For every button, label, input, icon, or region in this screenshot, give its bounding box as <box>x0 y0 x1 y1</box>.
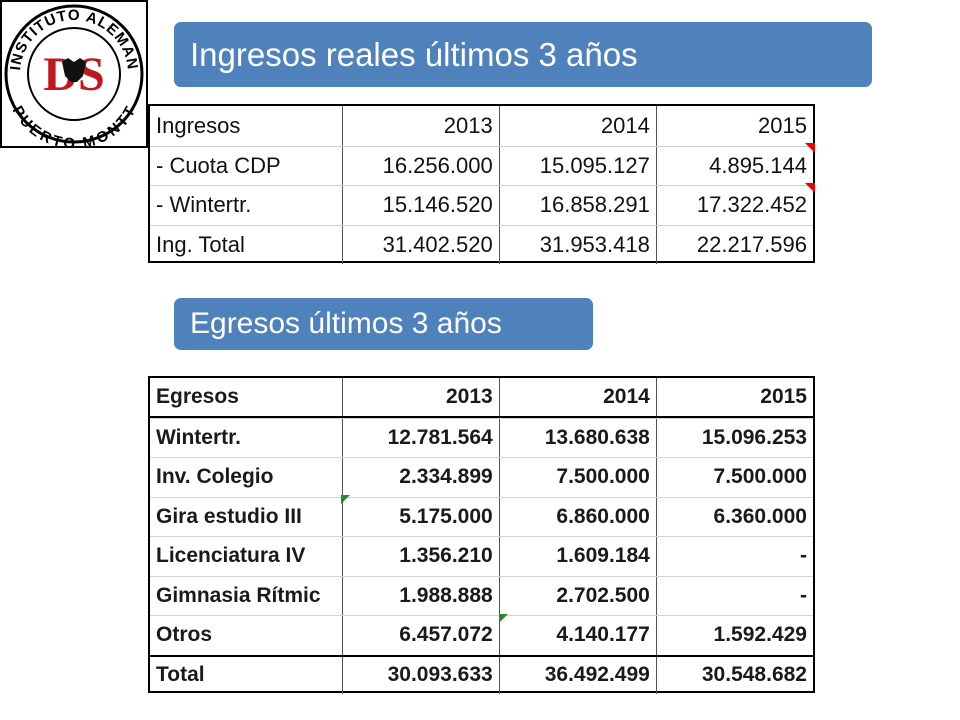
value-cell: - <box>655 537 813 576</box>
label-cell: - Cuota CDP <box>156 152 281 178</box>
comment-marker <box>499 614 508 623</box>
expense-title: Egresos últimos 3 años <box>174 298 593 350</box>
value-cell: 4.895.144 <box>655 146 813 185</box>
label-cell: Ingresos <box>156 112 241 138</box>
value-cell: 36.492.499 <box>498 656 656 694</box>
value-cell: 2.702.500 <box>498 576 656 615</box>
label-cell: Ing. Total <box>156 231 245 257</box>
value-cell: 2013 <box>341 378 499 416</box>
value-cell: 1.356.210 <box>341 537 499 576</box>
label-cell: Egresos <box>156 384 239 408</box>
value-cell: 17.322.452 <box>655 186 813 225</box>
value-cell: 12.781.564 <box>341 418 499 457</box>
logo: INSTITUTO ALEMAN PUERTO MONTT DS <box>0 0 148 148</box>
value-cell: 15.096.253 <box>655 418 813 457</box>
value-cell: 22.217.596 <box>655 225 813 264</box>
value-cell: 5.175.000 <box>341 497 499 536</box>
table-row: Total 30.093.633 36.492.499 30.548.682 <box>150 654 813 694</box>
label-cell: Total <box>156 663 205 687</box>
income-table: Ingresos 2013 2014 2015 - Cuota CDP 16.256.00… <box>148 104 815 264</box>
table-row: Ing. Total 31.402.520 31.953.418 22.217.596 <box>150 224 813 264</box>
value-cell: 13.680.638 <box>498 418 656 457</box>
value-cell: 31.953.418 <box>498 225 656 264</box>
table-row: - Wintertr. 15.146.520 16.858.291 17.322.45… <box>150 185 813 225</box>
value-cell: 30.093.633 <box>341 656 499 694</box>
label-cell: Licenciatura IV <box>156 544 306 568</box>
value-cell: 4.140.177 <box>498 616 656 655</box>
comment-marker <box>805 143 815 153</box>
label-cell: Otros <box>156 623 213 647</box>
value-cell: 1.988.888 <box>341 576 499 615</box>
comment-marker <box>341 495 350 504</box>
value-cell: 1.609.184 <box>498 537 656 576</box>
value-cell: 2014 <box>498 106 656 146</box>
value-cell: 2015 <box>655 378 813 416</box>
table-row: Wintertr. 12.781.564 13.680.638 15.096.253 <box>150 417 813 457</box>
table-row: Ingresos 2013 2014 2015 <box>150 106 813 146</box>
label-cell: Wintertr. <box>156 425 241 449</box>
expense-table: Egresos 2013 2014 2015 Wintertr. 12.781.564 13… <box>148 376 815 694</box>
value-cell: 2013 <box>341 106 499 146</box>
label-cell: - Wintertr. <box>156 192 252 218</box>
value-cell: 31.402.520 <box>341 225 499 264</box>
value-cell: 15.146.520 <box>341 186 499 225</box>
table-row: Gimnasia Rítmic 1.988.888 2.702.500- <box>150 575 813 615</box>
value-cell: 16.858.291 <box>498 186 656 225</box>
table-row: Inv. Colegio 2.334.899 7.500.000 7.500.000 <box>150 457 813 497</box>
table-row: Egresos 2013 2014 2015 <box>150 378 813 418</box>
value-cell: 30.548.682 <box>655 656 813 694</box>
value-cell: 16.256.000 <box>341 146 499 185</box>
label-cell: Inv. Colegio <box>156 465 274 489</box>
value-cell: 6.457.072 <box>341 616 499 655</box>
table-row: - Cuota CDP 16.256.000 15.095.127 4.895.144 <box>150 145 813 185</box>
value-cell: 2015 <box>655 106 813 146</box>
value-cell: - <box>655 576 813 615</box>
value-cell: 15.095.127 <box>498 146 656 185</box>
comment-marker <box>805 183 815 193</box>
table-row: Otros 6.457.072 4.140.177 1.592.429 <box>150 615 813 655</box>
value-cell: 1.592.429 <box>655 616 813 655</box>
logo-eagle <box>62 58 86 82</box>
income-title: Ingresos reales últimos 3 años <box>174 22 872 87</box>
value-cell: 6.860.000 <box>498 497 656 536</box>
table-row: Gira estudio III 5.175.000 6.860.000 6.360.… <box>150 496 813 536</box>
label-cell: Gimnasia Rítmic <box>156 583 321 607</box>
value-cell: 7.500.000 <box>655 458 813 497</box>
value-cell: 2.334.899 <box>341 458 499 497</box>
value-cell: 6.360.000 <box>655 497 813 536</box>
label-cell: Gira estudio III <box>156 504 302 528</box>
value-cell: 7.500.000 <box>498 458 656 497</box>
table-row: Licenciatura IV 1.356.210 1.609.184- <box>150 536 813 576</box>
value-cell: 2014 <box>498 378 656 416</box>
